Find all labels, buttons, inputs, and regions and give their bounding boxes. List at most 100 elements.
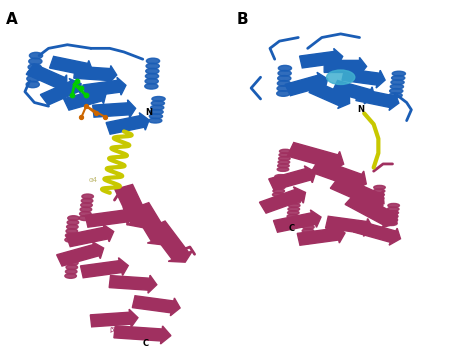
Polygon shape — [81, 258, 128, 278]
Ellipse shape — [149, 114, 163, 119]
Ellipse shape — [388, 203, 400, 207]
Polygon shape — [91, 309, 138, 327]
Point — [82, 103, 90, 109]
Polygon shape — [330, 176, 384, 209]
Polygon shape — [114, 326, 171, 344]
Ellipse shape — [273, 189, 284, 193]
Text: β8: β8 — [110, 327, 118, 333]
Polygon shape — [309, 82, 350, 108]
Polygon shape — [326, 216, 374, 236]
Polygon shape — [115, 185, 153, 228]
Ellipse shape — [372, 200, 383, 204]
Polygon shape — [132, 296, 180, 316]
Ellipse shape — [146, 58, 160, 64]
Text: B: B — [237, 12, 249, 27]
Ellipse shape — [27, 75, 40, 82]
Ellipse shape — [278, 164, 289, 168]
Ellipse shape — [82, 198, 93, 203]
Ellipse shape — [278, 75, 291, 81]
Ellipse shape — [301, 236, 313, 240]
Ellipse shape — [287, 218, 298, 222]
Polygon shape — [259, 187, 305, 213]
Ellipse shape — [277, 80, 291, 86]
Polygon shape — [342, 68, 385, 88]
Ellipse shape — [373, 196, 384, 200]
Ellipse shape — [301, 232, 313, 236]
Polygon shape — [149, 221, 193, 262]
Ellipse shape — [387, 211, 399, 215]
Polygon shape — [57, 242, 104, 266]
Ellipse shape — [66, 265, 78, 270]
Point — [73, 78, 81, 84]
Polygon shape — [66, 224, 114, 247]
Ellipse shape — [67, 256, 79, 261]
Ellipse shape — [28, 64, 41, 70]
Ellipse shape — [66, 229, 78, 234]
Ellipse shape — [79, 216, 91, 221]
Ellipse shape — [392, 76, 405, 80]
Ellipse shape — [386, 214, 398, 218]
Ellipse shape — [273, 185, 285, 189]
Ellipse shape — [279, 157, 290, 161]
Text: N: N — [357, 104, 364, 114]
Ellipse shape — [65, 269, 77, 274]
Ellipse shape — [279, 153, 291, 157]
Point — [92, 110, 100, 116]
Ellipse shape — [289, 203, 300, 207]
Ellipse shape — [374, 185, 385, 189]
Polygon shape — [132, 203, 173, 245]
Ellipse shape — [386, 218, 398, 222]
Ellipse shape — [150, 110, 163, 114]
Polygon shape — [311, 159, 366, 191]
Ellipse shape — [392, 71, 405, 76]
Ellipse shape — [278, 160, 290, 164]
Ellipse shape — [277, 86, 290, 91]
Ellipse shape — [29, 52, 43, 59]
Point — [78, 114, 85, 120]
Ellipse shape — [152, 96, 165, 101]
Ellipse shape — [80, 211, 91, 216]
Ellipse shape — [274, 182, 285, 186]
Ellipse shape — [273, 193, 284, 197]
Polygon shape — [26, 64, 67, 91]
Ellipse shape — [373, 193, 384, 197]
Polygon shape — [64, 87, 106, 110]
Ellipse shape — [29, 58, 42, 64]
Ellipse shape — [151, 105, 164, 110]
Polygon shape — [354, 221, 401, 245]
Ellipse shape — [302, 229, 314, 233]
Polygon shape — [332, 80, 375, 104]
Ellipse shape — [277, 167, 289, 171]
Text: C: C — [143, 339, 149, 348]
Ellipse shape — [81, 203, 92, 207]
Ellipse shape — [68, 252, 79, 257]
Ellipse shape — [274, 178, 286, 182]
Ellipse shape — [82, 194, 93, 199]
Polygon shape — [74, 66, 117, 84]
Ellipse shape — [277, 91, 290, 96]
Ellipse shape — [374, 189, 385, 193]
Polygon shape — [300, 48, 343, 68]
Polygon shape — [40, 79, 81, 105]
Ellipse shape — [66, 261, 78, 265]
Ellipse shape — [389, 93, 402, 98]
Ellipse shape — [302, 225, 314, 229]
Text: A: A — [6, 12, 18, 27]
Point — [82, 92, 90, 98]
Ellipse shape — [80, 207, 91, 212]
Ellipse shape — [66, 224, 78, 229]
Ellipse shape — [280, 149, 291, 153]
Ellipse shape — [146, 74, 159, 79]
Ellipse shape — [390, 84, 403, 89]
Ellipse shape — [65, 233, 77, 238]
Polygon shape — [106, 113, 149, 134]
Ellipse shape — [301, 240, 312, 244]
Ellipse shape — [288, 207, 300, 211]
Polygon shape — [297, 225, 345, 245]
Polygon shape — [287, 143, 344, 172]
Ellipse shape — [287, 214, 299, 218]
Ellipse shape — [149, 118, 162, 123]
Polygon shape — [50, 56, 92, 78]
Ellipse shape — [387, 207, 399, 211]
Polygon shape — [109, 275, 157, 293]
